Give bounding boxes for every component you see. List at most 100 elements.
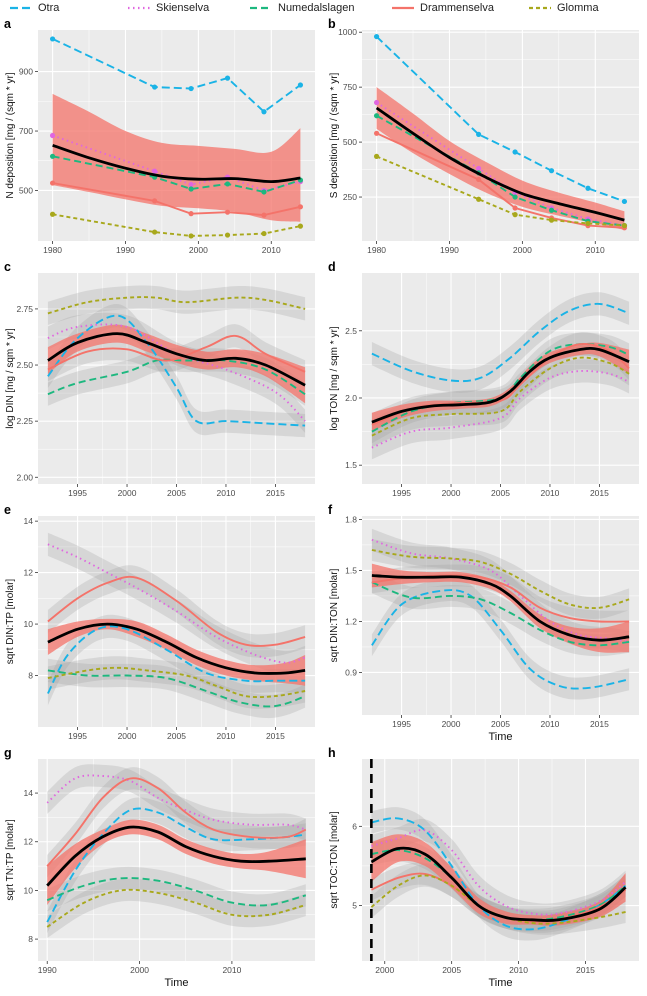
plot-area — [371, 528, 630, 700]
data-point-otra — [49, 36, 56, 42]
series-line-skienselva — [376, 101, 625, 227]
x-tick-label: 2015 — [266, 731, 285, 741]
y-tick-label: 6 — [352, 821, 357, 831]
data-point-skienselva — [49, 132, 56, 139]
series-line-numedalslagen — [371, 849, 627, 921]
series-line-numedalslagen — [376, 114, 625, 227]
x-axis-label: Time — [488, 977, 512, 989]
series-line-numedalslagen — [47, 669, 306, 708]
series-line-otra — [371, 302, 630, 383]
ribbon-otra — [47, 614, 306, 706]
x-tick-label: 1990 — [440, 245, 459, 255]
data-point-drammenselva — [512, 205, 518, 211]
panel-letter: e — [4, 503, 11, 517]
panel-letter: a — [4, 17, 12, 31]
data-point-glomma — [585, 220, 591, 227]
x-tick-label: 2015 — [590, 488, 609, 498]
x-tick-label: 2010 — [217, 488, 236, 498]
chart-b: 1980 1990 2000 2010 250 500 750 1000 S depositio… — [328, 17, 639, 255]
ribbon-glomma — [371, 539, 630, 620]
y-tick-label: 2.5 — [345, 326, 357, 336]
y-tick-label: 10 — [24, 619, 34, 629]
series-line-numedalslagen — [47, 358, 306, 396]
data-point-numedalslagen — [512, 194, 518, 200]
x-tick-label: 1995 — [392, 719, 411, 729]
y-axis-label: sqrt TN:TP [molar] — [5, 819, 16, 901]
series-line-glomma — [371, 356, 630, 437]
panel-letter: g — [4, 746, 12, 760]
y-tick-label: 1.2 — [345, 616, 357, 626]
data-point-numedalslagen — [49, 153, 56, 159]
chart-g: 1990 2000 2010 8 10 12 14 sqrt TN:TP [molar] Tim… — [4, 746, 315, 989]
ribbon-skienselva — [371, 528, 630, 653]
data-point-otra — [621, 198, 628, 205]
ribbon-numedalslagen — [47, 658, 306, 719]
data-point-otra — [512, 149, 518, 155]
ribbon-drammenselva — [47, 767, 306, 878]
mean-trend-line — [52, 143, 301, 184]
y-tick-label: 12 — [24, 568, 34, 578]
y-tick-label: 2.75 — [16, 304, 33, 314]
series-line-skienselva — [47, 543, 306, 664]
x-tick-label: 1995 — [68, 731, 87, 741]
series-line-otra — [47, 314, 306, 427]
legend-entry-otra: Otra — [10, 1, 59, 14]
y-axis-label: sqrt DIN:TON [molar] — [329, 568, 340, 662]
x-tick-label: 2005 — [491, 719, 510, 729]
x-tick-label: 2010 — [541, 488, 560, 498]
y-axis-label: S deposition [mg / (sqm * yr] — [329, 72, 340, 198]
series-line-numedalslagen — [52, 155, 301, 193]
mean-confidence-band — [52, 93, 301, 222]
data-point-otra — [224, 75, 231, 81]
data-point-glomma — [621, 223, 628, 229]
series-line-skienselva — [371, 538, 630, 643]
plot-area — [47, 532, 306, 719]
panel-letter: b — [328, 17, 336, 31]
plot-area — [49, 36, 304, 239]
y-tick-label: 10 — [24, 885, 34, 895]
y-axis-label: N deposition [mg / (sqm * yr] — [5, 72, 16, 198]
y-axis-label: sqrt TOC:TON [molar] — [329, 811, 340, 908]
mean-trend-line — [47, 622, 306, 675]
y-tick-label: 700 — [19, 126, 33, 136]
series-line-otra — [47, 625, 306, 694]
series-line-glomma — [47, 666, 306, 699]
panel-letter: f — [328, 503, 333, 517]
ribbon-numedalslagen — [371, 332, 630, 444]
mean-confidence-band — [371, 834, 626, 926]
panel-b-s-deposition: 1980 1990 2000 2010 250 500 750 1000 S depositio… — [324, 16, 647, 259]
data-point-glomma — [512, 212, 518, 218]
panel-letter: c — [4, 260, 11, 274]
x-axis-label: Time — [488, 731, 512, 743]
plot-area — [370, 759, 627, 961]
mean-confidence-band — [47, 618, 306, 686]
panel-letter: d — [328, 260, 336, 274]
series-line-otra — [52, 38, 301, 113]
data-point-glomma — [152, 229, 158, 235]
series-line-skienselva — [46, 774, 307, 831]
data-point-drammenselva — [373, 130, 380, 136]
ribbon-glomma — [47, 878, 306, 938]
x-tick-label: 2005 — [167, 488, 186, 498]
legend-entry-drammenselva: Drammenselva — [392, 1, 494, 14]
data-point-otra — [476, 131, 482, 138]
x-tick-label: 2000 — [442, 719, 461, 729]
x-tick-label: 2010 — [262, 245, 281, 255]
mean-trend-line — [375, 106, 625, 222]
y-tick-label: 12 — [24, 837, 34, 847]
data-point-otra — [261, 109, 267, 115]
data-point-otra — [548, 168, 555, 174]
data-point-drammenselva — [261, 212, 267, 218]
series-line-numedalslagen — [371, 581, 630, 647]
series-line-otra — [371, 589, 630, 690]
x-axis-label: Time — [164, 977, 188, 989]
x-tick-label: 1995 — [68, 488, 87, 498]
y-tick-label: 1.8 — [345, 514, 357, 524]
y-tick-label: 750 — [343, 82, 357, 92]
y-tick-label: 5 — [352, 901, 357, 911]
ribbon-glomma — [371, 345, 630, 448]
legend-entry-skienselva: Skienselva — [128, 1, 209, 14]
y-tick-label: 2.0 — [345, 393, 357, 403]
y-tick-label: 8 — [28, 934, 33, 944]
y-tick-label: 14 — [24, 788, 34, 798]
